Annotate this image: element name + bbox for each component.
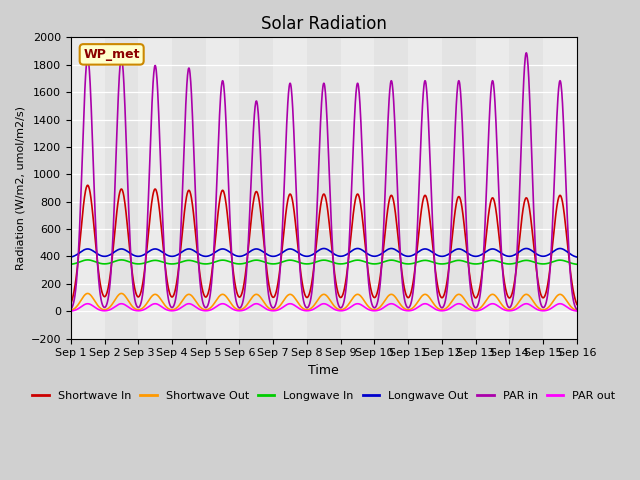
Bar [543,37,577,339]
Legend: Shortwave In, Shortwave Out, Longwave In, Longwave Out, PAR in, PAR out: Shortwave In, Shortwave Out, Longwave In… [28,386,620,406]
Bar [408,37,442,339]
Bar [307,37,340,339]
Bar [138,37,172,339]
Bar [104,37,138,339]
Text: WP_met: WP_met [83,48,140,61]
Bar [205,37,239,339]
Bar [509,37,543,339]
Bar [476,37,509,339]
Bar [239,37,273,339]
Bar [71,37,104,339]
Bar [340,37,374,339]
Bar [172,37,205,339]
Bar [374,37,408,339]
Bar [273,37,307,339]
Title: Solar Radiation: Solar Radiation [261,15,387,33]
Y-axis label: Radiation (W/m2, umol/m2/s): Radiation (W/m2, umol/m2/s) [15,106,25,270]
X-axis label: Time: Time [308,364,339,377]
Bar [442,37,476,339]
